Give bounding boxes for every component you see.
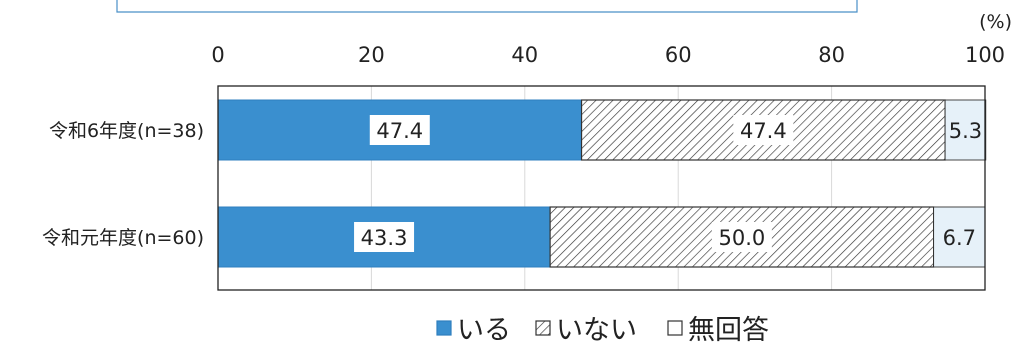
unit-label: (%) [979, 11, 1012, 33]
data-label: 43.3 [361, 226, 408, 250]
caption-frame [116, 0, 858, 13]
x-tick-label: 100 [965, 43, 1005, 67]
x-tick-label: 60 [665, 43, 692, 67]
data-label: 47.4 [740, 119, 787, 143]
legend: いる いない 無回答 [436, 315, 769, 346]
data-label-box [354, 222, 415, 252]
x-axis-ticks: 0 20 40 60 80 100 [211, 43, 1005, 67]
legend-label: 無回答 [688, 315, 769, 346]
legend-label: いない [556, 315, 637, 346]
x-tick-label: 80 [818, 43, 845, 67]
bar-segment [933, 206, 986, 268]
bar-segment [944, 99, 987, 161]
data-label-box [369, 115, 430, 145]
legend-swatch [436, 320, 452, 336]
legend-label: いる [457, 315, 511, 346]
data-label-box [733, 115, 794, 145]
x-tick-label: 40 [511, 43, 538, 67]
data-label: 5.3 [949, 119, 982, 143]
legend-swatch [667, 320, 683, 336]
category-labels: 令和6年度(n=38) 令和元年度(n=60) [42, 120, 204, 249]
data-label: 47.4 [376, 119, 423, 143]
bars: 47.4 47.4 5.3 43.3 50.0 6.7 [217, 99, 987, 268]
data-label: 6.7 [943, 226, 976, 250]
x-tick-label: 0 [211, 43, 224, 67]
plot-frame [217, 85, 986, 291]
category-label: 令和元年度(n=60) [42, 227, 204, 249]
x-tick-label: 20 [358, 43, 385, 67]
legend-swatch [535, 320, 551, 336]
data-label-box [711, 222, 772, 252]
category-label: 令和6年度(n=38) [49, 120, 204, 142]
data-label: 50.0 [718, 226, 765, 250]
bar-segment [549, 206, 935, 268]
